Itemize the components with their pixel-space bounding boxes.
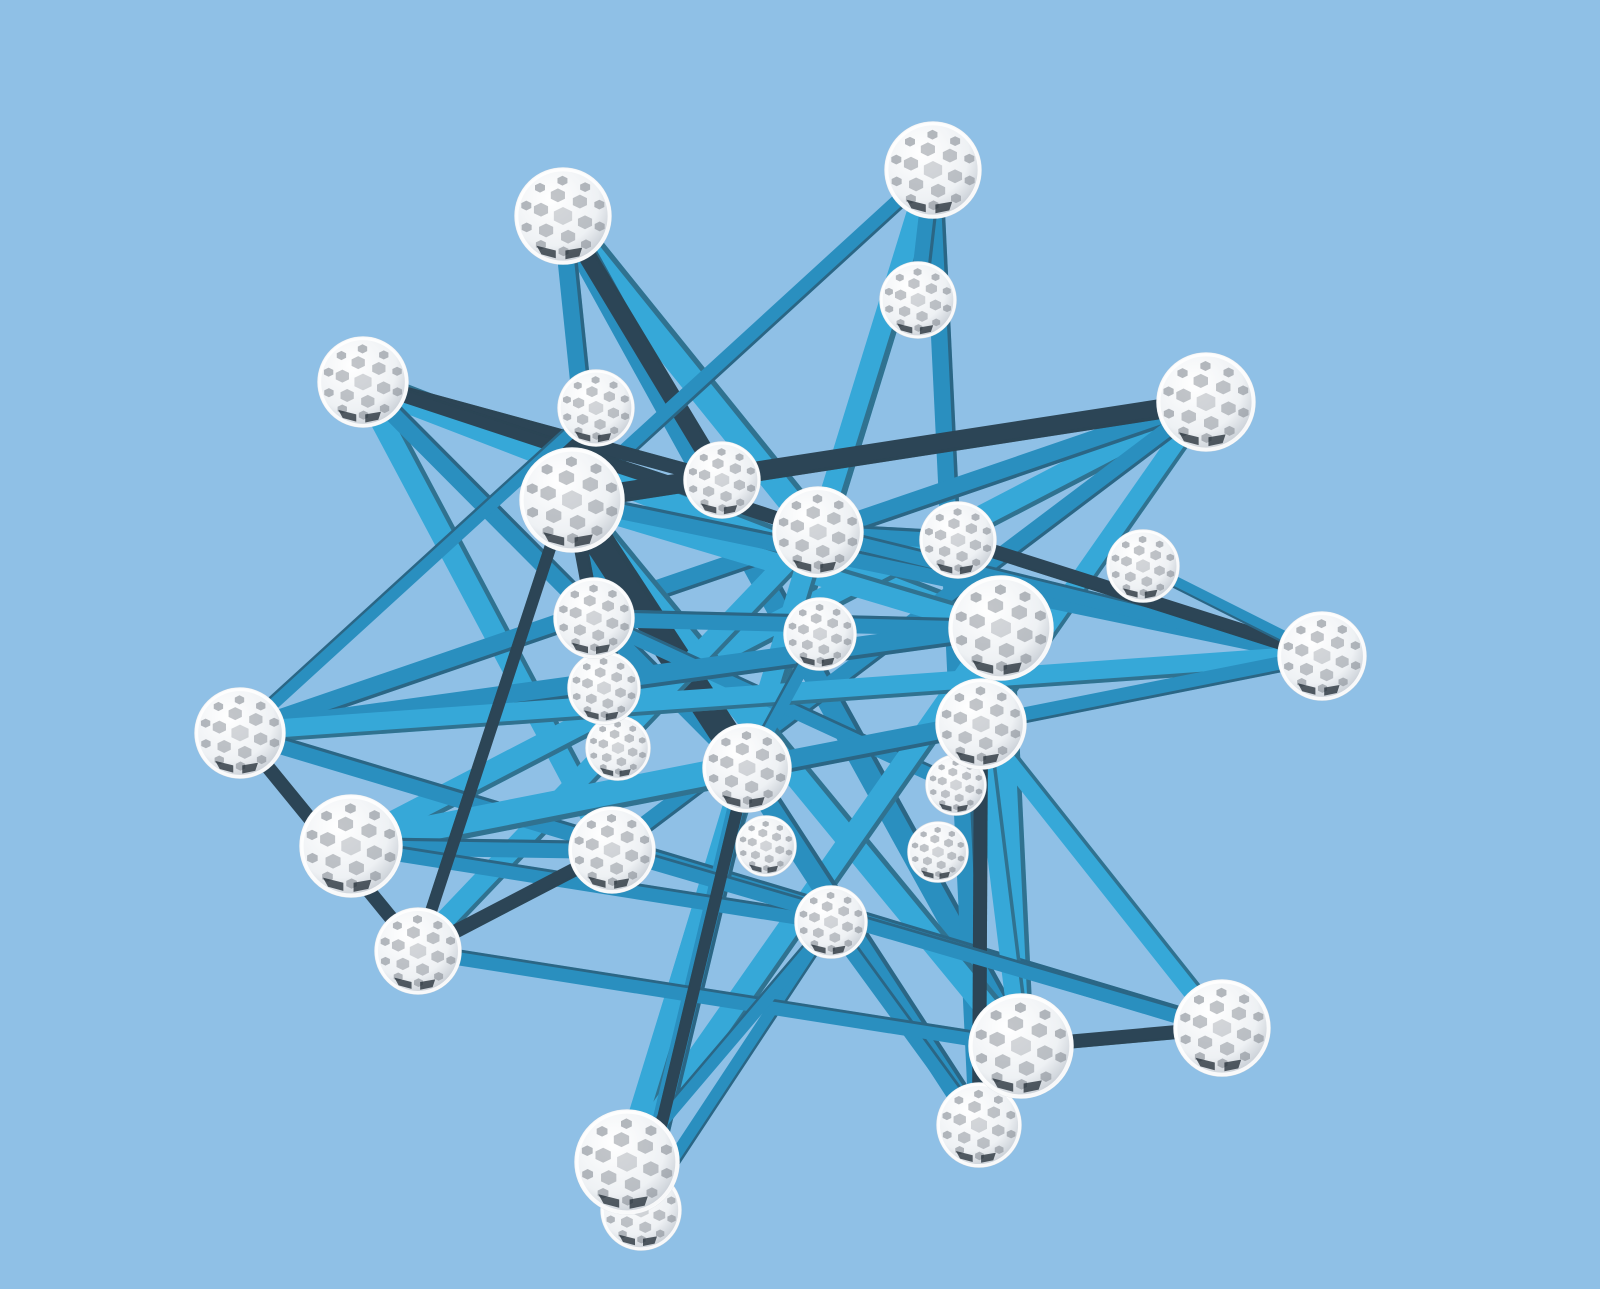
strut-shade xyxy=(1140,569,1321,662)
strut xyxy=(609,842,1225,1036)
node-ball xyxy=(907,821,969,883)
strut-shade xyxy=(613,842,1225,1024)
strut-layer xyxy=(234,164,1325,1214)
node-ball xyxy=(735,815,797,877)
strut-shade xyxy=(955,544,1321,663)
node-ball xyxy=(574,1109,680,1215)
node-ball xyxy=(936,1082,1022,1168)
node-ball xyxy=(1156,352,1256,452)
strut-shade xyxy=(835,917,986,1122)
strut-shade xyxy=(635,766,744,1210)
node-ball xyxy=(683,441,761,519)
strut xyxy=(551,206,830,542)
strut xyxy=(635,918,837,1214)
strut xyxy=(348,753,750,861)
strut xyxy=(235,402,601,739)
strut-shade xyxy=(644,924,837,1214)
node-ball xyxy=(374,907,462,995)
node-ball xyxy=(1106,529,1180,603)
node-ball xyxy=(772,486,864,578)
node-ball xyxy=(317,336,409,428)
strut xyxy=(416,943,1023,1054)
node-ball xyxy=(567,651,641,725)
node-ball xyxy=(514,167,612,265)
strut xyxy=(561,491,1032,1055)
node-ball xyxy=(935,678,1027,770)
node-ball xyxy=(794,885,868,959)
node-ball xyxy=(783,597,857,671)
strut-shade xyxy=(420,854,616,958)
strut xyxy=(566,164,939,506)
strut-shade xyxy=(418,943,1023,1041)
strut xyxy=(973,717,1230,1035)
node-ball xyxy=(299,794,403,898)
strut-shade xyxy=(568,211,730,477)
node-ball xyxy=(1173,979,1271,1077)
strut xyxy=(236,392,1210,743)
strut-shade xyxy=(364,375,724,476)
node-ball xyxy=(557,369,635,447)
strut xyxy=(570,491,1324,665)
strut xyxy=(635,766,753,1212)
strut xyxy=(555,211,730,485)
node-ball xyxy=(925,754,987,816)
node-ball xyxy=(519,447,625,553)
strut xyxy=(414,843,616,958)
node-ball xyxy=(919,501,997,579)
strut xyxy=(621,917,837,1167)
node-ball xyxy=(702,723,792,813)
strut-shade xyxy=(235,402,593,730)
node-ball xyxy=(968,993,1074,1099)
node-ball xyxy=(1277,611,1367,701)
node-ball xyxy=(553,577,635,659)
node-ball xyxy=(948,575,1054,681)
strut xyxy=(361,375,724,487)
strut-shade xyxy=(351,837,613,845)
node-ball xyxy=(568,806,656,894)
node-layer xyxy=(194,121,1367,1251)
strut-shade xyxy=(575,173,939,506)
strut xyxy=(979,648,1324,732)
node-ball xyxy=(194,687,286,779)
node-ball xyxy=(585,715,651,781)
strut-shade xyxy=(242,408,1210,743)
strut-shade xyxy=(570,206,830,526)
strut-shade xyxy=(986,717,1230,1024)
node-ball xyxy=(879,261,957,339)
strut-shade xyxy=(982,661,1324,732)
node-ball xyxy=(884,121,982,219)
strut xyxy=(1140,560,1325,662)
